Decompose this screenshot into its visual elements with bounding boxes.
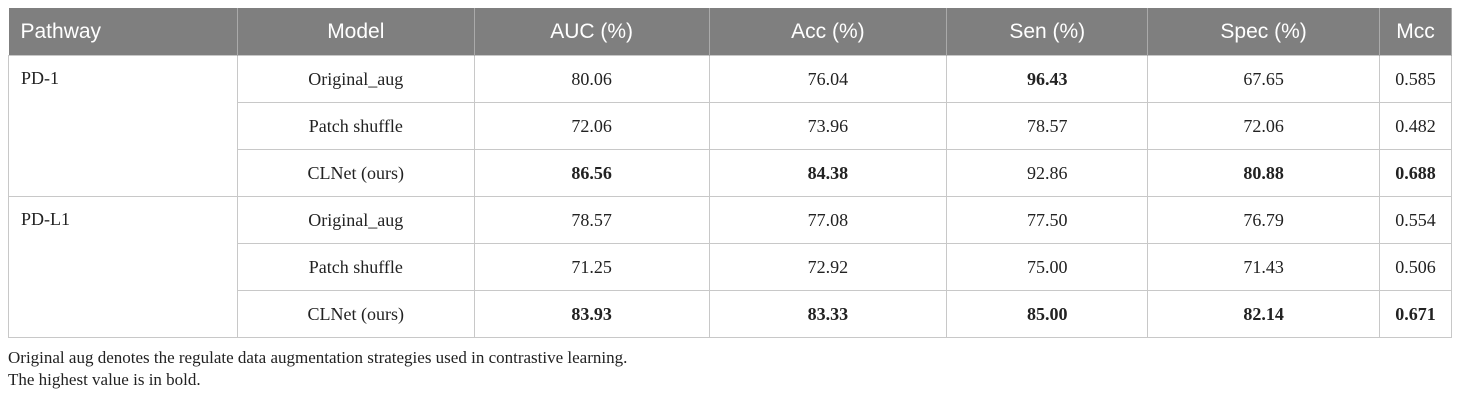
value-cell: 84.38	[708, 149, 948, 197]
value-cell: 73.96	[708, 102, 948, 150]
value-cell: 80.88	[1147, 149, 1380, 197]
pathway-cell: PD-L1	[8, 196, 238, 338]
value-cell: 71.43	[1147, 243, 1380, 291]
footnotes: Original aug denotes the regulate data a…	[8, 347, 627, 391]
value-cell: 96.43	[946, 55, 1149, 103]
header-cell: AUC (%)	[474, 8, 710, 56]
value-cell: 0.482	[1378, 102, 1453, 150]
table-row: CLNet (ours) 86.56 84.38 92.86 80.88 0.688	[9, 149, 1453, 197]
header-cell: Mcc	[1379, 8, 1453, 56]
value-cell: 67.65	[1147, 55, 1380, 103]
header-cell: Pathway	[8, 8, 238, 56]
value-cell: 78.57	[946, 102, 1149, 150]
table-row: PD-1 Original_aug 80.06 76.04 96.43 67.65 0.58…	[8, 55, 1453, 197]
value-cell: 0.671	[1378, 290, 1453, 338]
value-cell: 86.56	[473, 149, 710, 197]
value-cell: 71.25	[473, 243, 710, 291]
table-body: PD-1 Original_aug 80.06 76.04 96.43 67.65 0.58…	[8, 55, 1453, 338]
footnote: The highest value is in bold.	[8, 370, 201, 389]
footnote: Original aug denotes the regulate data a…	[8, 348, 628, 367]
model-cell: Original_aug	[236, 55, 475, 103]
model-cell: CLNet (ours)	[236, 290, 475, 338]
value-cell: 78.57	[473, 196, 710, 244]
table-row: CLNet (ours) 83.93 83.33 85.00 82.14 0.671	[9, 290, 1453, 338]
model-cell: Patch shuffle	[236, 102, 475, 150]
table-row: Patch shuffle 71.25 72.92 75.00 71.43 0.506	[9, 243, 1453, 291]
header-cell: Acc (%)	[709, 8, 948, 56]
value-cell: 72.06	[1147, 102, 1380, 150]
model-cell: Original_aug	[236, 196, 475, 244]
value-cell: 77.50	[946, 196, 1149, 244]
model-cell: CLNet (ours)	[236, 149, 475, 197]
value-cell: 80.06	[473, 55, 710, 103]
value-cell: 82.14	[1147, 290, 1380, 338]
pathway-cell: PD-1	[8, 55, 238, 197]
model-cell: Patch shuffle	[236, 243, 475, 291]
value-cell: 85.00	[946, 290, 1149, 338]
value-cell: 0.688	[1378, 149, 1453, 197]
value-cell: 83.33	[708, 290, 948, 338]
table-row: Patch shuffle 72.06 73.96 78.57 72.06 0.482	[9, 102, 1453, 150]
value-cell: 72.92	[708, 243, 948, 291]
value-cell: 83.93	[473, 290, 710, 338]
header-cell: Sen (%)	[946, 8, 1149, 56]
value-cell: 0.585	[1378, 55, 1453, 103]
header-cell: Spec (%)	[1147, 8, 1380, 56]
table-row: PD-L1 Original_aug 78.57 77.08 77.50 76.79 0.5…	[8, 196, 1453, 338]
value-cell: 76.04	[708, 55, 948, 103]
value-cell: 77.08	[708, 196, 948, 244]
value-cell: 92.86	[946, 149, 1149, 197]
value-cell: 0.506	[1378, 243, 1453, 291]
value-cell: 76.79	[1147, 196, 1380, 244]
value-cell: 72.06	[473, 102, 710, 150]
results-table: Pathway Model AUC (%) Acc (%) Sen (%) Spec (%…	[8, 8, 1453, 338]
header-row: Pathway Model AUC (%) Acc (%) Sen (%) Spec (%…	[8, 8, 1453, 56]
value-cell: 75.00	[946, 243, 1149, 291]
header-cell: Model	[237, 8, 475, 56]
value-cell: 0.554	[1378, 196, 1453, 244]
